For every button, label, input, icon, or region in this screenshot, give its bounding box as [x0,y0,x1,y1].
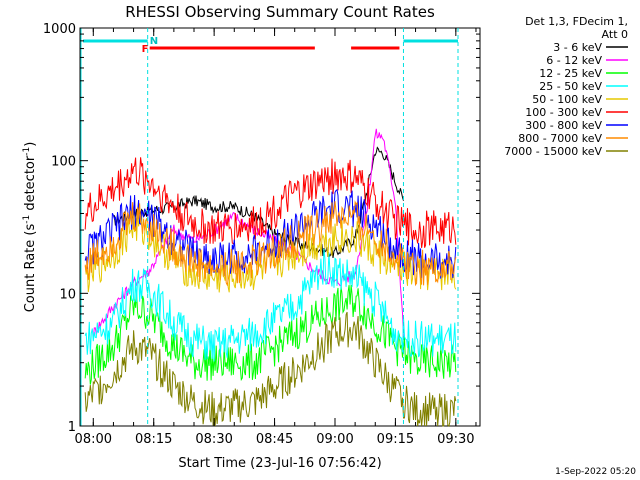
y-axis-label: Count Rate (s-1 detector-1) [22,142,38,313]
series-line [84,284,457,385]
y-tick-label: 100 [51,155,76,170]
y-tick-label: 1 [68,420,76,435]
series-line [84,188,457,279]
x-tick-label: 08:45 [256,432,293,447]
x-axis-label: Start Time (23-Jul-16 07:56:42) [178,456,381,471]
y-tick-label: 10 [59,287,76,302]
x-tick-label: 08:15 [135,432,172,447]
legend-header-line1: Det 1,3, FDecim 1, [525,15,628,28]
legend-entry-label: 6 - 12 keV [546,54,602,67]
chart-title: RHESSI Observing Summary Count Rates [125,3,435,21]
legend-header-line2: Att 0 [602,28,628,41]
plot-frame [79,27,481,427]
x-tick-label: 08:30 [195,432,232,447]
legend-entry-label: 300 - 800 keV [525,119,602,132]
flare-label: F [142,44,149,55]
series-line [84,311,457,427]
series-line [84,157,457,248]
series-line [113,146,404,258]
footer-date: 1-Sep-2022 05:20 [555,467,636,477]
legend-entry-label: 25 - 50 keV [539,80,602,93]
x-tick-label: 09:15 [377,432,414,447]
plot-border [79,27,481,427]
legend-entry-label: 3 - 6 keV [553,41,602,54]
legend-entry-label: 12 - 25 keV [539,67,602,80]
axes-layer: 08:00 08:15 08:30 08:45 09:00 09:15 09:30 1 10 10… [43,22,480,447]
legend-entry-label: 100 - 300 keV [525,106,602,119]
series-layer [84,128,457,427]
y-tick-label: 1000 [43,22,76,37]
legend-entry-label: 50 - 100 keV [532,93,602,106]
night-label: N [150,36,158,47]
legend-entry-label: 7000 - 15000 keV [504,145,602,158]
series-line [84,200,457,287]
x-tick-label: 08:00 [75,432,112,447]
x-tick-label: 09:30 [437,432,474,447]
series-line [84,248,457,362]
marker-layer: FN [80,28,459,426]
legend-entry-label: 800 - 7000 keV [518,132,602,145]
x-tick-label: 09:00 [316,432,353,447]
